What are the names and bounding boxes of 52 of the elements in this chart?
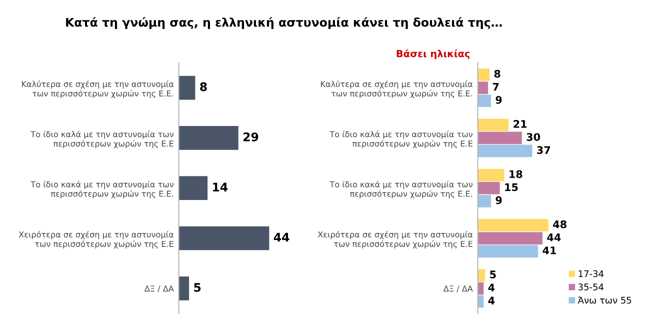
chart-title: Βάσει ηλικίας [396, 49, 470, 60]
y-tick-label: Χειρότερα σε σχέση με την αστυνομία των περισσότερων χωρών της Ε.Ε [318, 230, 473, 249]
y-tick-label: Καλύτερα σε σχέση με την αστυνομία των περισσότερων χωρών της Ε.Ε. [320, 80, 473, 98]
data-label: 8 [494, 70, 500, 78]
data-label: 37 [537, 146, 550, 154]
data-label: 21 [514, 120, 527, 128]
y-tick-label: Καλύτερα σε σχέση με την αστυνομία των περισσότερων χωρών της Ε.Ε. [22, 80, 174, 98]
bar [178, 276, 190, 300]
data-label: 4 [488, 296, 495, 304]
y-tick-label: Το ίδιο κακά με την αστυνομία των περισσότερων χωρών της Ε.Ε. [30, 180, 174, 198]
bar [478, 144, 532, 158]
legend-label: 35-54 [578, 284, 604, 290]
bar [478, 132, 522, 144]
data-label: 4 [488, 284, 495, 292]
bar [478, 194, 491, 208]
bar [178, 226, 270, 250]
y-tick-label: Χειρότερα σε σχέση με την αστυνομία των περισσότερων χωρών της Ε.Ε [18, 230, 174, 249]
legend-label: Άνω των 55 [578, 296, 632, 304]
bar [478, 245, 538, 258]
data-label: 5 [194, 283, 201, 292]
bar [478, 219, 548, 232]
data-label: 5 [490, 270, 496, 278]
bar [178, 126, 238, 150]
data-label: 41 [542, 246, 556, 254]
y-tick-label: ΔΞ / ΔΑ [144, 286, 174, 292]
bar [478, 168, 504, 182]
data-label: 48 [553, 220, 566, 228]
bar [478, 82, 488, 94]
data-label: 44 [547, 234, 561, 242]
bar [478, 118, 509, 132]
y-tick-label: ΔΞ / ΔΑ [443, 286, 473, 292]
data-label: 7 [492, 83, 499, 91]
bar [178, 76, 196, 100]
chart-title: Κατά τη γνώμη σας, η ελληνική αστυνομία κάνει τη δουλειά της… [66, 17, 502, 30]
data-label: 14 [213, 182, 228, 192]
data-label: 18 [510, 170, 522, 178]
data-label: 30 [526, 133, 540, 141]
bar [178, 176, 208, 200]
data-label: 9 [496, 96, 502, 104]
y-tick-label: Το ίδιο κακά με την αστυνομία των περισσότερων χωρών της Ε.Ε. [330, 180, 473, 198]
bar [478, 182, 500, 194]
legend-label: 17-34 [578, 270, 604, 278]
bar [478, 68, 490, 81]
data-label: 44 [274, 232, 290, 242]
data-label: 8 [200, 82, 207, 92]
data-label: 15 [505, 183, 518, 192]
data-label: 9 [496, 196, 502, 204]
y-tick-label: Το ίδιο καλά με την αστυνομία των περισσότερων χωρών της Ε.Ε [330, 130, 473, 148]
bar [478, 94, 491, 108]
data-label: 29 [243, 132, 258, 142]
y-tick-label: Το ίδιο καλά με την αστυνομία των περισσότερων χωρών της Ε.Ε [30, 130, 174, 148]
bar [478, 232, 543, 244]
